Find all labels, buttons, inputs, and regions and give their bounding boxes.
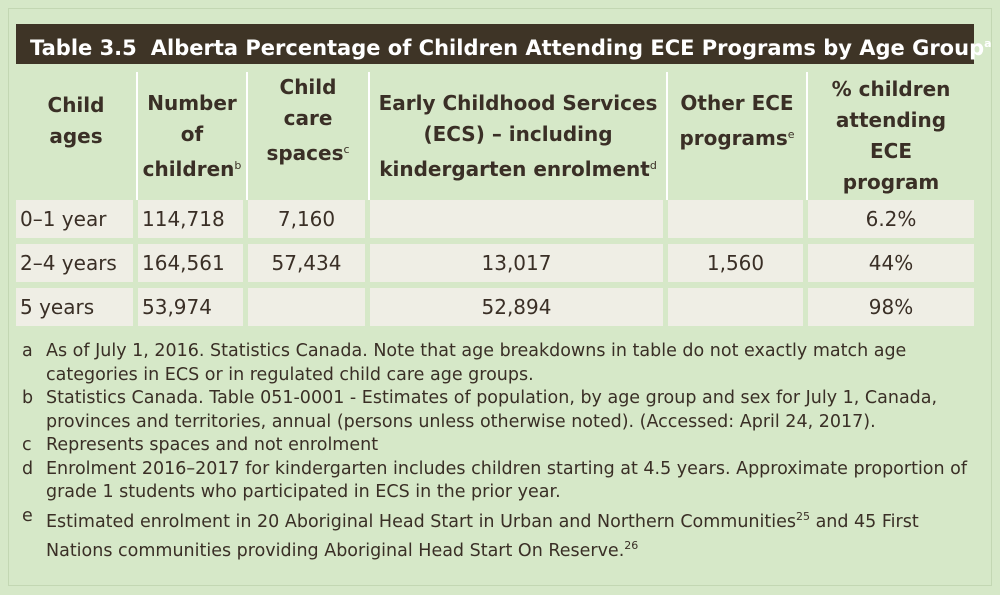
footnote-letter: e: [22, 505, 33, 526]
reference-number: 25: [796, 509, 810, 523]
table-row: 2–4 years 164,561 57,434 13,017 1,560 44…: [16, 244, 974, 288]
table-title-bar: Table 3.5 Alberta Percentage of Children …: [16, 24, 992, 64]
cell-children: 164,561: [138, 244, 248, 288]
footnote-ref: e: [787, 127, 795, 141]
cell-spaces: 57,434: [248, 244, 370, 288]
cell-age: 2–4 years: [16, 244, 138, 288]
column-header-other-ece: Other ECE programse: [668, 72, 808, 200]
footnote-e: e Estimated enrolment in 20 Aboriginal H…: [22, 505, 972, 564]
cell-percent: 44%: [808, 244, 974, 288]
footnote-ref: c: [343, 143, 350, 156]
cell-spaces: [248, 288, 370, 332]
footnote-a: a As of July 1, 2016. Statistics Canada.…: [22, 340, 972, 387]
footnote-letter: d: [22, 458, 34, 479]
cell-age: 5 years: [16, 288, 138, 332]
cell-ecs: [370, 200, 668, 244]
footnote-letter: c: [22, 435, 32, 455]
footnote-ref: b: [234, 158, 242, 172]
column-header-child-ages: Child ages: [16, 72, 138, 200]
cell-other: [668, 200, 808, 244]
footnotes: a As of July 1, 2016. Statistics Canada.…: [22, 340, 972, 564]
cell-spaces: 7,160: [248, 200, 370, 244]
cell-other: [668, 288, 808, 332]
footnote-c: c Represents spaces and not enrolment: [22, 434, 972, 458]
column-header-child-care-spaces: Child care spacesc: [248, 72, 370, 200]
title-footnote-ref: a: [984, 37, 992, 50]
cell-ecs: 52,894: [370, 288, 668, 332]
footnote-ref: d: [649, 158, 657, 172]
header-row: Child ages Number of childrenb Child car…: [16, 72, 974, 200]
cell-other: 1,560: [668, 244, 808, 288]
cell-children: 53,974: [138, 288, 248, 332]
table-number: Table 3.5: [30, 36, 137, 60]
footnote-letter: a: [22, 341, 33, 361]
data-table: Child ages Number of childrenb Child car…: [16, 72, 974, 332]
reference-number: 26: [624, 539, 639, 552]
footnote-d: d Enrolment 2016–2017 for kindergarten i…: [22, 458, 972, 505]
cell-age: 0–1 year: [16, 200, 138, 244]
footnote-b: b Statistics Canada. Table 051-0001 - Es…: [22, 387, 972, 434]
cell-children: 114,718: [138, 200, 248, 244]
column-header-percent-attending: % children attending ECE program: [831, 77, 951, 194]
table-title: Alberta Percentage of Children Attending…: [150, 36, 985, 60]
cell-ecs: 13,017: [370, 244, 668, 288]
column-header-ecs: Early Childhood Services (ECS) – includi…: [370, 72, 668, 200]
cell-percent: 6.2%: [808, 200, 974, 244]
cell-percent: 98%: [808, 288, 974, 332]
footnote-letter: b: [22, 388, 34, 408]
table-row: 5 years 53,974 52,894 98%: [16, 288, 974, 332]
column-header-number-of-children: Number of childrenb: [138, 72, 248, 200]
table-row: 0–1 year 114,718 7,160 6.2%: [16, 200, 974, 244]
